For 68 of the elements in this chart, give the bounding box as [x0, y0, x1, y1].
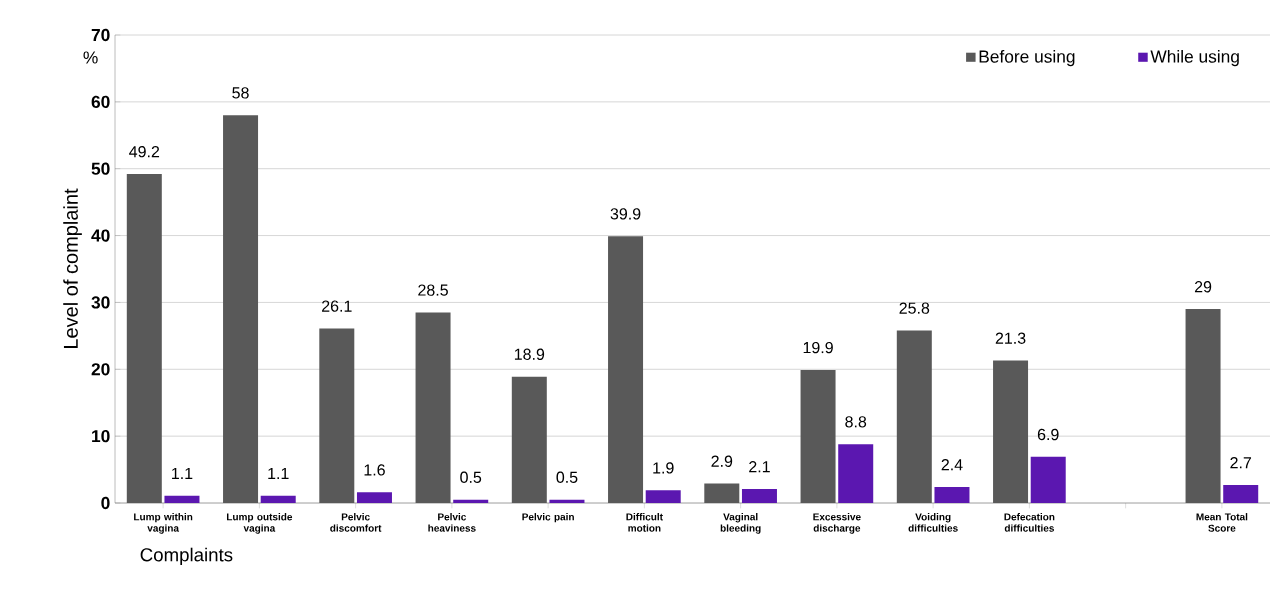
data-label: 2.9 [711, 455, 733, 467]
data-label: 0.5 [556, 471, 578, 483]
y-tick-label: 20 [91, 363, 110, 376]
data-label: 25.8 [899, 302, 930, 314]
x-tick-label: Mean Total Score [1196, 513, 1248, 532]
y-tick-label: 60 [91, 95, 110, 108]
bar [838, 444, 874, 503]
data-label: 26.1 [322, 300, 352, 312]
data-label: 1.9 [653, 462, 674, 474]
y-tick-label: 40 [91, 229, 110, 242]
y-tick-label: 70 [91, 28, 110, 42]
legend-label: While using [1150, 49, 1239, 67]
data-label: 1.6 [364, 464, 385, 476]
bar [549, 499, 585, 503]
bar [356, 492, 392, 503]
legend-label: Before using [979, 49, 1075, 67]
bar [126, 174, 162, 503]
data-label: 49.2 [129, 146, 160, 158]
x-tick-label: Lump within vagina [134, 513, 193, 534]
data-label: 1.1 [268, 467, 289, 479]
data-label: 29 [1194, 281, 1212, 293]
bar [511, 376, 547, 503]
y-axis-title: Level of complaint [63, 188, 82, 348]
x-tick-label: Pelvic pain [522, 513, 574, 523]
bar [319, 328, 355, 503]
data-label: 21.3 [995, 332, 1026, 344]
bar [741, 488, 777, 503]
bar [800, 369, 836, 503]
data-label: 19.9 [803, 341, 833, 354]
y-tick-label: 50 [91, 162, 110, 175]
bar [704, 483, 740, 503]
bar [223, 115, 259, 503]
x-tick-label: Voiding difficulties [908, 513, 958, 532]
data-label: 39.9 [610, 208, 641, 220]
x-tick-label: Pelvic heaviness [428, 513, 476, 532]
data-label: 8.8 [845, 416, 867, 428]
bar [1223, 484, 1259, 503]
text: % [83, 51, 98, 64]
x-tick-label: Difficult motion [626, 513, 663, 532]
x-tick-label: Excessive discharge [813, 513, 861, 534]
bar [164, 495, 200, 503]
x-tick-label: Vaginal bleeding [720, 513, 761, 534]
y-tick-label: 10 [92, 430, 110, 443]
data-label: 18.9 [514, 348, 545, 360]
bar [260, 495, 296, 503]
data-label: 28.5 [418, 284, 448, 296]
bar [1030, 456, 1066, 503]
bar [453, 499, 489, 503]
bar [608, 236, 644, 503]
bar [993, 360, 1029, 503]
data-label: 58 [232, 87, 249, 99]
data-label: 2.7 [1230, 457, 1252, 469]
bar [1185, 309, 1221, 503]
y-tick-label: 0 [101, 496, 110, 510]
bar [645, 490, 681, 503]
data-label: 2.1 [749, 461, 770, 473]
x-tick-label: Pelvic discomfort [330, 513, 382, 532]
data-label: 2.4 [941, 459, 963, 471]
bar [415, 312, 451, 503]
data-label: 0.5 [460, 471, 482, 483]
data-label: 6.9 [1037, 428, 1059, 441]
data-label: 1.1 [172, 467, 193, 479]
bar [896, 330, 932, 503]
x-axis-title: Complaints [140, 547, 233, 566]
y-tick-label: 30 [91, 296, 110, 309]
bar [934, 486, 970, 503]
x-tick-label: Defecation difficulties [1004, 513, 1055, 532]
x-tick-label: Lump outside vagina [227, 513, 293, 534]
